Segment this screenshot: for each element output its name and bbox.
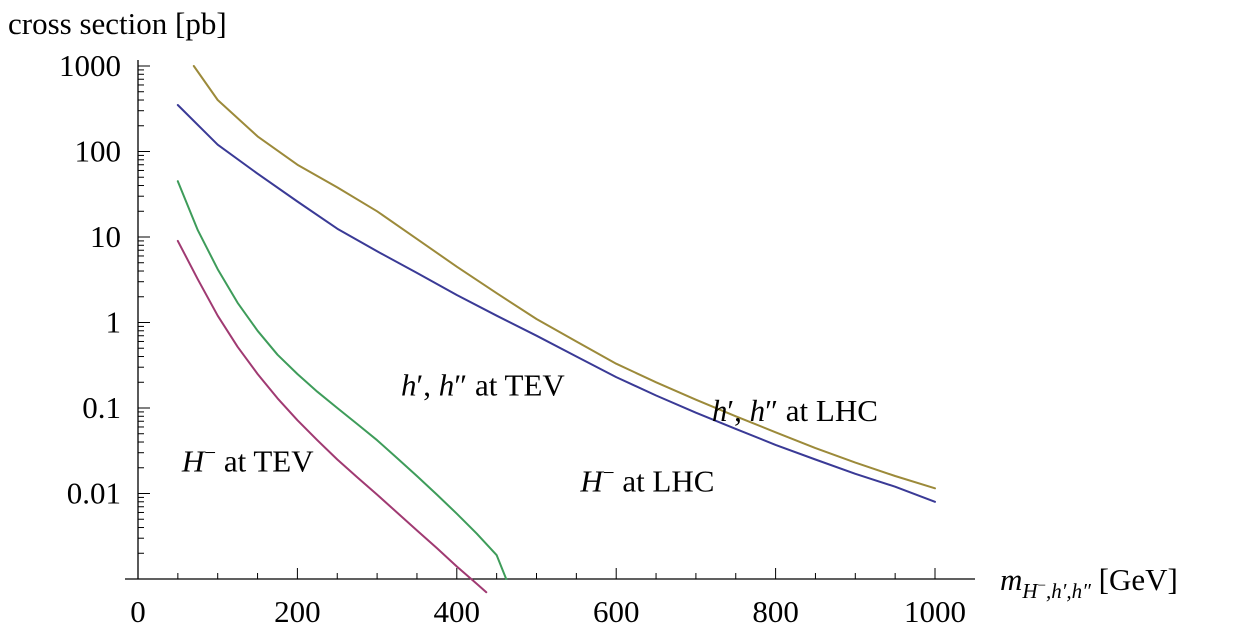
annotation-a-H-lhc-part-0: H <box>579 464 604 499</box>
annotation-a-H-tev-part-2: at TEV <box>216 444 314 479</box>
annotation-a-H-tev: H− at TEV <box>181 441 314 479</box>
annotation-a-h-tev-part-1: ′ <box>417 368 424 403</box>
annotation-a-h-lhc-part-0: h <box>712 393 728 428</box>
x-ticks <box>177 568 936 579</box>
x-axis-label-sub: H <box>1021 579 1039 603</box>
annotation-a-h-lhc-part-4: ″ <box>765 393 778 428</box>
series-line-h-lhc <box>192 65 936 490</box>
y-tick-label-0.01: 0.01 <box>67 476 121 511</box>
x-tick-label-200: 200 <box>274 594 321 627</box>
y-tick-label-1: 1 <box>106 305 122 340</box>
annotation-a-H-lhc: H− at LHC <box>579 461 714 499</box>
x-tick-label-800: 800 <box>752 594 799 627</box>
x-tick-label-400: 400 <box>434 594 481 627</box>
series-line-H-lhc <box>176 104 936 503</box>
series-line-h-tev <box>176 180 508 580</box>
x-axis-label-m: m <box>1000 562 1022 597</box>
x-axis-label-sub-minus: − <box>1038 578 1046 594</box>
x-tick-label-1000: 1000 <box>904 594 966 627</box>
x-tick-label-0: 0 <box>130 594 146 627</box>
annotation-a-h-lhc-part-5: at LHC <box>778 393 878 428</box>
annotation-a-h-tev-part-2: , <box>423 368 439 403</box>
annotation-a-h-lhc-part-1: ′ <box>727 393 734 428</box>
y-axis: 0.01 0.1 1 10 100 1000 <box>59 48 150 579</box>
annotation-a-H-lhc-part-1: − <box>603 461 615 485</box>
y-tick-labels: 0.01 0.1 1 10 100 1000 <box>59 48 121 511</box>
x-axis: 0 200 400 600 800 1000 <box>125 568 975 627</box>
annotation-a-h-lhc-part-3: h <box>750 393 766 428</box>
x-axis-label-unit: [GeV] <box>1091 562 1178 597</box>
y-tick-label-10: 10 <box>90 219 121 254</box>
annotation-a-h-tev: h′, h″ at TEV <box>401 368 565 403</box>
annotation-a-H-tev-part-0: H <box>181 444 206 479</box>
annotation-a-h-tev-part-5: at TEV <box>467 368 565 403</box>
series-line-H-tev <box>176 239 488 594</box>
y-tick-label-100: 100 <box>75 134 122 169</box>
y-tick-label-1000: 1000 <box>59 48 121 83</box>
series-layer <box>176 65 936 594</box>
x-axis-label-sub-rest: ,h′,h″ <box>1046 579 1091 603</box>
y-tick-label-0.1: 0.1 <box>82 390 121 425</box>
x-tick-labels: 0 200 400 600 800 1000 <box>130 594 966 627</box>
x-tick-label-600: 600 <box>593 594 640 627</box>
annotation-a-h-lhc: h′, h″ at LHC <box>712 393 878 428</box>
y-axis-label: cross section [pb] <box>8 6 227 41</box>
x-axis-label: mH−,h′,h″ [GeV] <box>1000 562 1178 603</box>
annotation-a-H-tev-part-1: − <box>204 441 216 465</box>
annotation-a-H-lhc-part-2: at LHC <box>615 464 715 499</box>
annotation-a-h-tev-part-0: h <box>401 368 417 403</box>
annotation-a-h-tev-part-4: ″ <box>454 368 467 403</box>
annotation-a-h-lhc-part-2: , <box>734 393 750 428</box>
y-ticks <box>138 65 150 554</box>
annotation-a-h-tev-part-3: h <box>439 368 455 403</box>
